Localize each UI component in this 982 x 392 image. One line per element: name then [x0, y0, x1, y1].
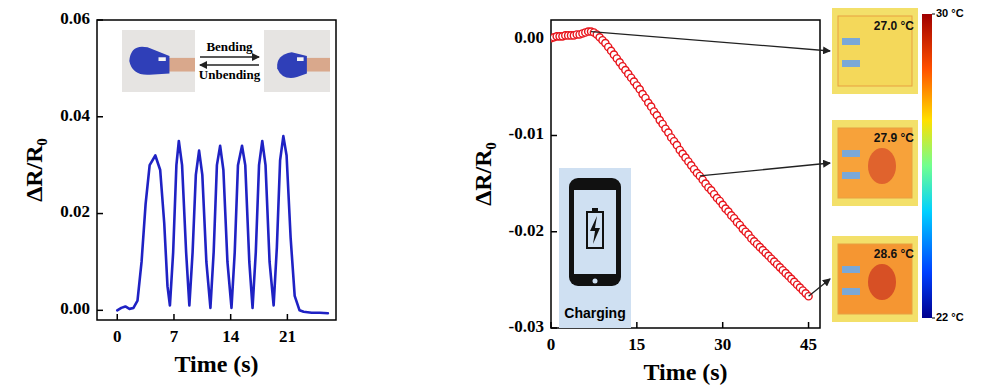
x-tick-label: 0	[547, 335, 556, 354]
battery-cap	[592, 208, 598, 212]
photo-inset	[264, 30, 330, 92]
temperature-label: 27.9 °C	[874, 131, 914, 145]
x-tick	[636, 322, 638, 328]
x-tick-label: 45	[800, 335, 817, 354]
x-tick	[287, 314, 289, 320]
thermal-electrode	[842, 266, 860, 273]
phone-screen	[574, 190, 616, 274]
x-tick	[230, 314, 232, 320]
colorbar-tick	[932, 318, 935, 319]
x-tick-label: 0	[113, 327, 122, 346]
x-tick-label: 7	[170, 327, 179, 346]
colorbar-tick-label: 22 °C	[936, 311, 964, 323]
data-group	[117, 136, 328, 313]
chart-panel: 0 7 14 21 0.00 0.02 0.04 0.06 Time (s) ΔR/R₀ Bendi…	[21, 9, 336, 377]
y-tick	[551, 231, 557, 233]
photo-inset	[122, 30, 195, 92]
thermal-hotspot	[868, 264, 896, 300]
y-axis-title: ΔR/R₀	[470, 142, 496, 206]
phone-button	[593, 279, 598, 284]
colorbar-tick-label: 30 °C	[936, 7, 964, 19]
temperature-label: 28.6 °C	[874, 247, 914, 261]
data-line	[117, 136, 328, 313]
thermal-border	[832, 8, 918, 94]
photo-sensor	[159, 57, 166, 61]
photo-glove	[129, 47, 169, 75]
y-tick	[97, 116, 103, 118]
x-tick-label: 15	[628, 335, 645, 354]
x-tick-label: 14	[222, 327, 240, 346]
x-tick	[173, 314, 175, 320]
y-tick-label: -0.02	[509, 221, 544, 240]
plot-frame	[97, 20, 336, 320]
x-tick-label: 21	[279, 327, 296, 346]
y-axis-title: ΔR/R₀	[21, 138, 47, 202]
thermal-border	[832, 236, 918, 322]
thermal-electrode	[842, 172, 860, 179]
data-group	[551, 28, 812, 300]
x-tick	[117, 314, 119, 320]
thermal-hotspot	[868, 148, 896, 184]
x-tick	[808, 322, 810, 328]
thermal-electrode	[842, 38, 860, 45]
photo-sensor	[297, 57, 304, 61]
annotation-arrow	[700, 163, 830, 176]
annotation-arrow	[591, 32, 830, 51]
figure: 0 7 14 21 0.00 0.02 0.04 0.06 Time (s) ΔR/R₀ Bendi…	[0, 0, 982, 392]
photo-arm	[167, 58, 195, 72]
thermal-image: 28.6 °C	[832, 236, 918, 322]
annotation-arrow	[809, 279, 830, 296]
thermal-image: 27.0 °C	[832, 8, 918, 94]
battery	[587, 212, 603, 248]
photo-background	[264, 30, 330, 92]
photo-background	[122, 30, 195, 92]
photo-arm	[305, 58, 330, 72]
chart-panel: 0 15 30 45 0.00 -0.01 -0.02 -0.03 Time (s) ΔR/R₀ C…	[470, 20, 820, 385]
inset-label: Charging	[564, 305, 625, 321]
colorbar: 30 °C 22 °C	[922, 7, 964, 323]
arrow-unbending	[200, 64, 259, 65]
arrow-bending	[200, 56, 259, 57]
thermal-electrode	[842, 60, 860, 67]
y-tick-label: 0.06	[60, 9, 90, 28]
y-tick-label: -0.03	[509, 317, 544, 336]
bolt	[590, 216, 600, 244]
thermal-border	[832, 120, 918, 206]
photo-glove	[277, 52, 307, 78]
y-tick-label: 0.02	[60, 202, 90, 221]
temperature-label: 27.0 °C	[874, 19, 914, 33]
y-tick-label: 0.04	[60, 106, 90, 125]
y-tick-label: -0.01	[509, 124, 544, 143]
phone-icon: Charging	[559, 168, 631, 328]
y-tick-label: 0.00	[514, 28, 544, 47]
y-tick	[97, 213, 103, 215]
plot-frame	[551, 20, 820, 328]
x-tick-label: 30	[714, 335, 731, 354]
x-axis-title: Time (s)	[643, 359, 727, 385]
y-tick	[97, 310, 103, 312]
icon-background	[559, 168, 631, 328]
x-tick	[722, 322, 724, 328]
phone-body	[569, 178, 621, 286]
thermal-electrode	[842, 288, 860, 295]
annotation-label: Bending	[206, 39, 253, 54]
y-tick-label: 0.00	[60, 299, 90, 318]
x-axis-title: Time (s)	[174, 351, 258, 377]
thermal-electrode	[842, 150, 860, 157]
annotation-label: Unbending	[199, 67, 261, 82]
y-tick	[551, 135, 557, 137]
colorbar-scale	[922, 14, 932, 318]
thermal-image: 27.9 °C	[832, 120, 918, 206]
colorbar-tick	[932, 14, 935, 15]
